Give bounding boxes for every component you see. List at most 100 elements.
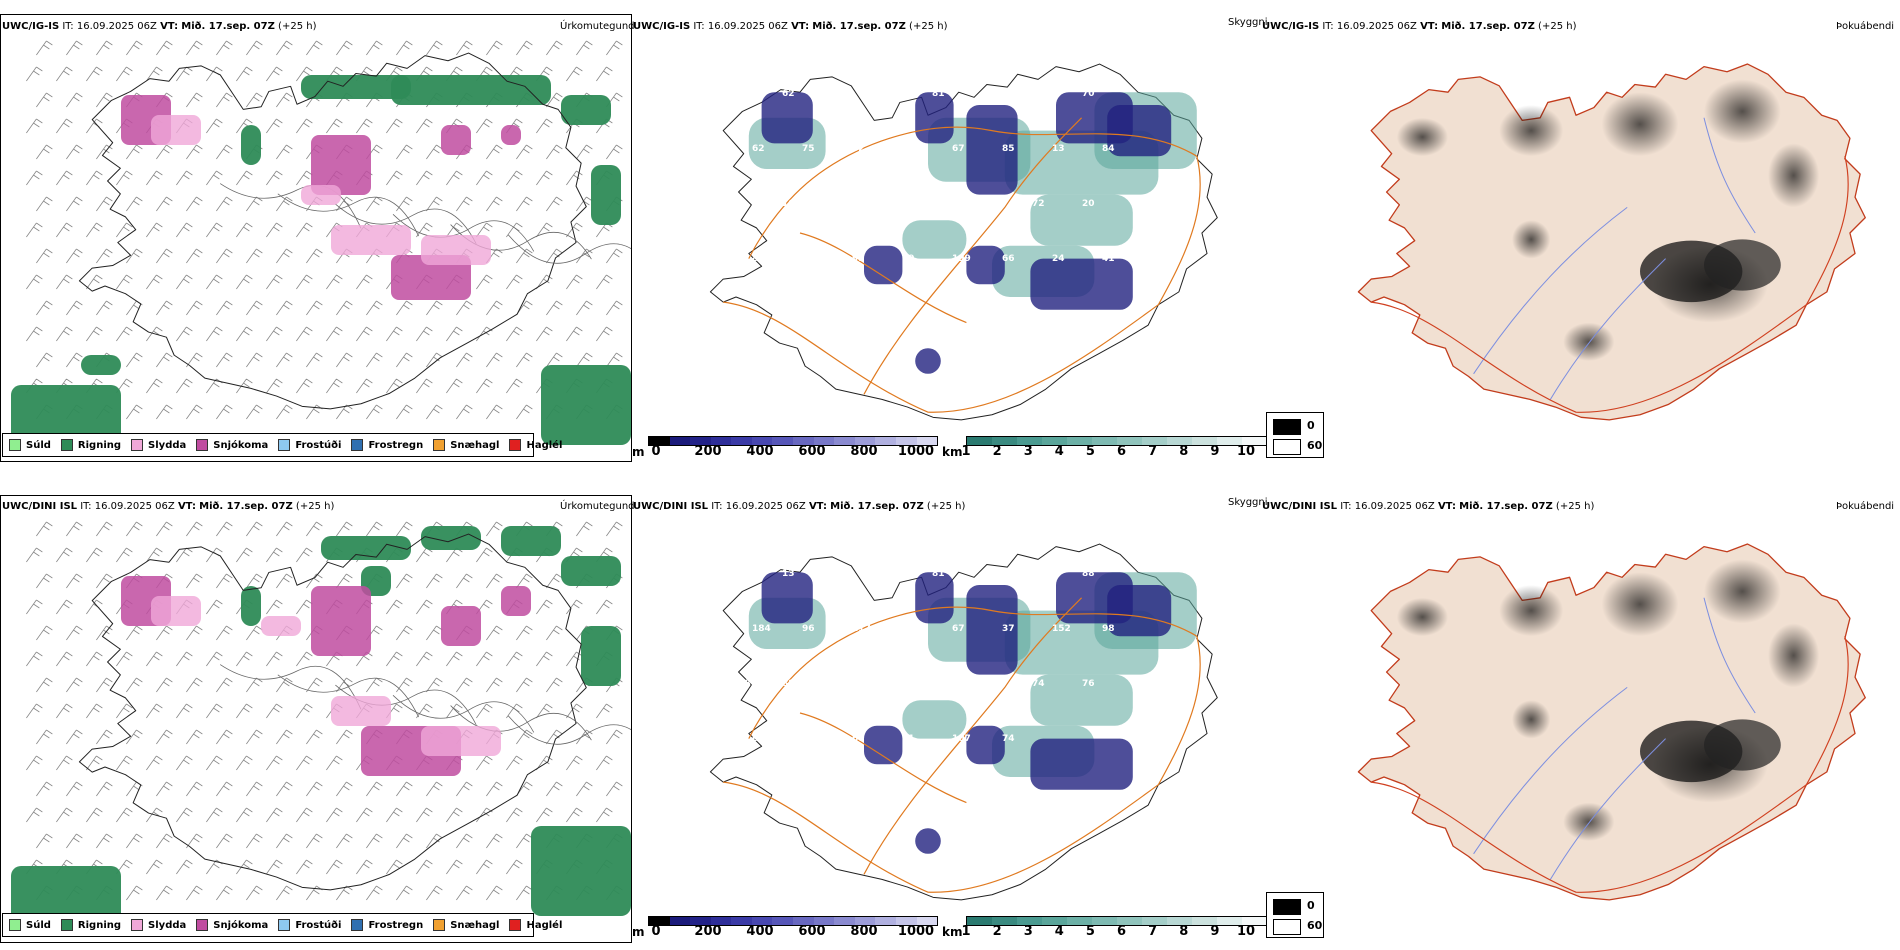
legend-label: Súld xyxy=(26,919,51,931)
colorbar-cell xyxy=(731,437,752,445)
colorbar-cell xyxy=(772,917,794,925)
cloud-base-label: 102 xyxy=(802,734,821,744)
colorbar-tick: 200 xyxy=(694,444,722,459)
colorbar-tick: 800 xyxy=(850,444,878,459)
vis-colorbar-top xyxy=(966,436,1268,446)
colorbar-cell xyxy=(992,437,1017,445)
precip-legend-item: Snjókoma xyxy=(196,439,268,451)
legend-swatch xyxy=(60,439,73,451)
precip-panel-top xyxy=(0,14,632,462)
colorbar-cell xyxy=(1217,917,1242,925)
colorbar-cell xyxy=(1242,437,1267,445)
colorbar-cell xyxy=(1217,437,1242,445)
cloud-base-label: 24 xyxy=(1052,254,1065,264)
cloud-base-label: 13 xyxy=(782,569,795,579)
header-top-cloud: UWC/IG-IS IT: 16.09.2025 06Z VT: Mið. 17… xyxy=(633,21,948,32)
fog-map-top xyxy=(1357,63,1866,421)
legend-swatch xyxy=(509,919,522,931)
precip-map-top xyxy=(11,40,631,445)
height-colorbar-bottom xyxy=(648,916,938,926)
cloud-base-label: 41 xyxy=(1102,254,1115,264)
precip-legend-item: Slydda xyxy=(131,919,186,931)
legend-label: Haglél xyxy=(526,439,563,451)
title-fog-top: Þokuábendi xyxy=(1836,21,1895,32)
colorbar-tick: 3 xyxy=(1023,444,1033,459)
header-top-precip: UWC/IG-IS IT: 16.09.2025 06Z VT: Mið. 17… xyxy=(2,21,317,32)
cloud-base-label: 13 xyxy=(982,569,995,579)
precip-legend-item: Haglél xyxy=(509,439,562,451)
colorbar-tick: 400 xyxy=(746,924,774,939)
cloud-base-label: 169 xyxy=(882,199,901,209)
colorbar-cell xyxy=(793,917,814,925)
cloud-base-label: 14 xyxy=(902,144,915,154)
colorbar-cell xyxy=(875,917,896,925)
colorbar-tick: 9 xyxy=(1210,444,1220,459)
header-bottom-fog: UWC/DINI ISL IT: 16.09.2025 06Z VT: Mið.… xyxy=(1262,501,1595,512)
header-top-fog: UWC/IG-IS IT: 16.09.2025 06Z VT: Mið. 17… xyxy=(1262,21,1577,32)
legend-label: Frostregn xyxy=(368,919,424,931)
cloud-base-label: 81 xyxy=(932,569,945,579)
colorbar-cell xyxy=(1167,437,1192,445)
legend-swatch xyxy=(278,439,291,451)
legend-swatch xyxy=(351,919,364,931)
colorbar-cell xyxy=(813,917,835,925)
vis-ticks-top: 1 2 3 4 5 6 7 8 9 10 xyxy=(961,444,1266,460)
cloud-base-label: 85 xyxy=(1002,144,1015,154)
legend-swatch xyxy=(196,439,209,451)
colorbar-cell xyxy=(1142,917,1167,925)
colorbar-cell xyxy=(1017,917,1042,925)
cloud-base-label: 84 xyxy=(1102,144,1115,154)
height-colorbar-top xyxy=(648,436,938,446)
cloud-base-label: 96 xyxy=(732,199,745,209)
legend-label: Súld xyxy=(26,439,51,451)
colorbar-cell xyxy=(690,917,711,925)
height-ticks-top: 0 200 400 600 800 1000 xyxy=(648,444,936,460)
legend-label: Rigning xyxy=(77,439,122,451)
cloud-base-label: 14 xyxy=(882,569,895,579)
cloud-base-label: 98 xyxy=(1102,624,1115,634)
colorbar-tick: 7 xyxy=(1148,924,1158,939)
colorbar-cell xyxy=(895,437,917,445)
cloud-base-label: 86 xyxy=(832,199,845,209)
legend-label: Snjókoma xyxy=(213,919,269,931)
cloud-base-label: 16 xyxy=(782,199,795,209)
cloud-base-label: 199 xyxy=(952,254,971,264)
colorbar-cell xyxy=(1067,917,1092,925)
colorbar-cell xyxy=(649,917,670,925)
colorbar-cell xyxy=(751,437,773,445)
colorbar-tick: 3 xyxy=(1023,924,1033,939)
vis-unit-top: km xyxy=(942,445,963,459)
colorbar-cell xyxy=(731,917,752,925)
precip-legend-item: Haglél xyxy=(509,919,562,931)
legend-label: Frostregn xyxy=(368,439,424,451)
cloud-base-label: 74 xyxy=(1002,734,1015,744)
legend-swatch xyxy=(9,919,21,931)
title-precip-top: Úrkomutegund xyxy=(560,21,635,32)
coverage-swatch xyxy=(1273,899,1301,915)
cloud-map-top: 52 62 55 19 81 72 61 70 62 75 62 14 67 85 13 84 96 16 86 16… xyxy=(709,63,1218,421)
colorbar-cell xyxy=(1142,437,1167,445)
colorbar-cell xyxy=(1092,917,1117,925)
colorbar-cell xyxy=(854,437,876,445)
colorbar-tick: 1 xyxy=(961,444,971,459)
height-unit-bottom: m xyxy=(632,925,645,939)
colorbar-cell xyxy=(751,917,773,925)
colorbar-cell xyxy=(690,437,711,445)
precip-legend-item: Frostregn xyxy=(351,919,423,931)
vis-ticks-bottom: 1 2 3 4 5 6 7 8 9 10 xyxy=(961,924,1266,940)
colorbar-cell xyxy=(1167,917,1192,925)
legend-label: Snjókoma xyxy=(213,439,269,451)
precip-panel-bottom xyxy=(0,495,632,943)
colorbar-tick: 4 xyxy=(1054,924,1064,939)
colorbar-cell xyxy=(1242,917,1267,925)
precip-legend-item: Rigning xyxy=(60,919,121,931)
colorbar-tick: 800 xyxy=(850,924,878,939)
cloud-base-label: 70 xyxy=(1082,89,1095,99)
colorbar-tick: 8 xyxy=(1179,924,1189,939)
colorbar-tick: 10 xyxy=(1236,924,1256,939)
coverage-label: 60 xyxy=(1307,439,1323,452)
cloud-base-label: 19 xyxy=(882,89,895,99)
colorbar-tick: 10 xyxy=(1236,444,1256,459)
cloud-base-label: 63 xyxy=(752,734,765,744)
